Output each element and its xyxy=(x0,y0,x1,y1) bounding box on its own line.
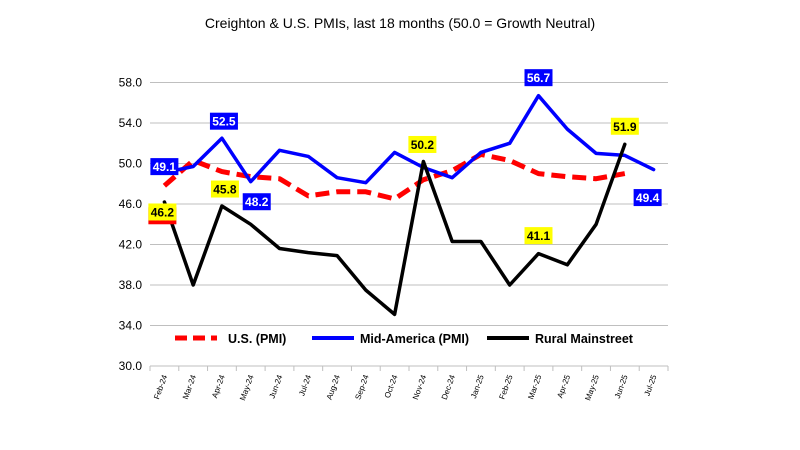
data-label-box xyxy=(210,180,239,198)
data-label: 51.9 xyxy=(610,117,639,135)
data-label-box xyxy=(610,117,639,135)
x-tick-label: Jun-25 xyxy=(613,373,630,400)
data-label-box xyxy=(408,135,437,153)
data-label: 48.2 xyxy=(242,193,271,211)
data-label-box xyxy=(150,158,179,176)
data-label-text: 50.2 xyxy=(411,138,435,152)
series-layer xyxy=(162,93,656,317)
x-tick-label: Jun-24 xyxy=(268,373,285,400)
chart-title: Creighton & U.S. PMIs, last 18 months (5… xyxy=(205,15,595,31)
series-line-rural-mainstreet xyxy=(162,142,627,317)
data-label-text: 41.1 xyxy=(527,229,551,243)
x-tick-label: Feb-25 xyxy=(497,373,514,400)
x-tick-label: Sep-24 xyxy=(353,373,370,401)
legend: U.S. (PMI) Mid-America (PMI) Rural Mainstr… xyxy=(175,332,634,346)
data-label: 46.2 xyxy=(148,203,177,221)
data-label-box xyxy=(148,203,177,221)
data-label: 49.4 xyxy=(633,189,662,207)
data-label-text: 56.7 xyxy=(527,71,551,85)
x-tick-label: Dec-24 xyxy=(440,373,457,401)
x-tick-label: Apr-25 xyxy=(555,373,572,399)
x-tick-label: Mar-24 xyxy=(181,373,198,400)
x-tick-label: Apr-24 xyxy=(210,373,227,399)
data-label-text: 48.2 xyxy=(245,195,269,209)
y-tick-label: 50.0 xyxy=(119,157,143,171)
y-tick-label: 46.0 xyxy=(119,197,143,211)
data-label-text: 49.4 xyxy=(636,191,660,205)
x-tick-label: Jan-25 xyxy=(469,373,486,400)
legend-label-us-pmi: U.S. (PMI) xyxy=(228,332,286,346)
x-tick-label: Jul-24 xyxy=(297,373,313,397)
x-tick-label: Nov-24 xyxy=(411,373,428,401)
y-tick-label: 58.0 xyxy=(119,76,143,90)
data-label: 41.1 xyxy=(524,227,553,245)
data-label-text: 49.1 xyxy=(153,160,177,174)
legend-label-mid-america-pmi: Mid-America (PMI) xyxy=(360,332,469,346)
data-label-text: 45.8 xyxy=(213,183,237,197)
data-label-text: 46.2 xyxy=(151,205,175,219)
data-label: 45.8 xyxy=(210,180,239,198)
y-tick-label: 42.0 xyxy=(119,238,143,252)
x-tick-label: Jul-25 xyxy=(643,373,659,397)
y-tick-label: 54.0 xyxy=(119,116,143,130)
y-tick-label: 38.0 xyxy=(119,278,143,292)
y-tick-label: 34.0 xyxy=(119,319,143,333)
data-label-text: 51.9 xyxy=(613,120,637,134)
data-label-box xyxy=(633,189,662,207)
x-tick-label: Feb-24 xyxy=(152,373,169,400)
data-label: 50.2 xyxy=(408,135,437,153)
data-label-box xyxy=(524,227,553,245)
data-label: 56.7 xyxy=(524,69,553,87)
y-tick-label: 30.0 xyxy=(119,359,143,373)
data-label-text: 52.5 xyxy=(212,115,236,129)
x-tick-label: Oct-24 xyxy=(383,373,400,399)
data-label-box xyxy=(209,112,238,130)
x-tick-label: Aug-24 xyxy=(325,373,342,401)
data-labels: 47.849.152.548.256.749.446.245.850.241.1… xyxy=(148,69,662,245)
x-tick-label: Mar-25 xyxy=(526,373,543,400)
x-tick-label: May-24 xyxy=(238,373,256,402)
series-line-mid-america-pmi xyxy=(162,93,656,185)
legend-label-rural-mainstreet: Rural Mainstreet xyxy=(535,332,634,346)
data-label-box xyxy=(524,69,553,87)
data-label: 49.1 xyxy=(150,158,179,176)
series-line-us-pmi xyxy=(162,151,626,202)
data-label-box xyxy=(242,193,271,211)
x-tick-label: May-25 xyxy=(583,373,601,402)
data-label: 52.5 xyxy=(209,112,238,130)
